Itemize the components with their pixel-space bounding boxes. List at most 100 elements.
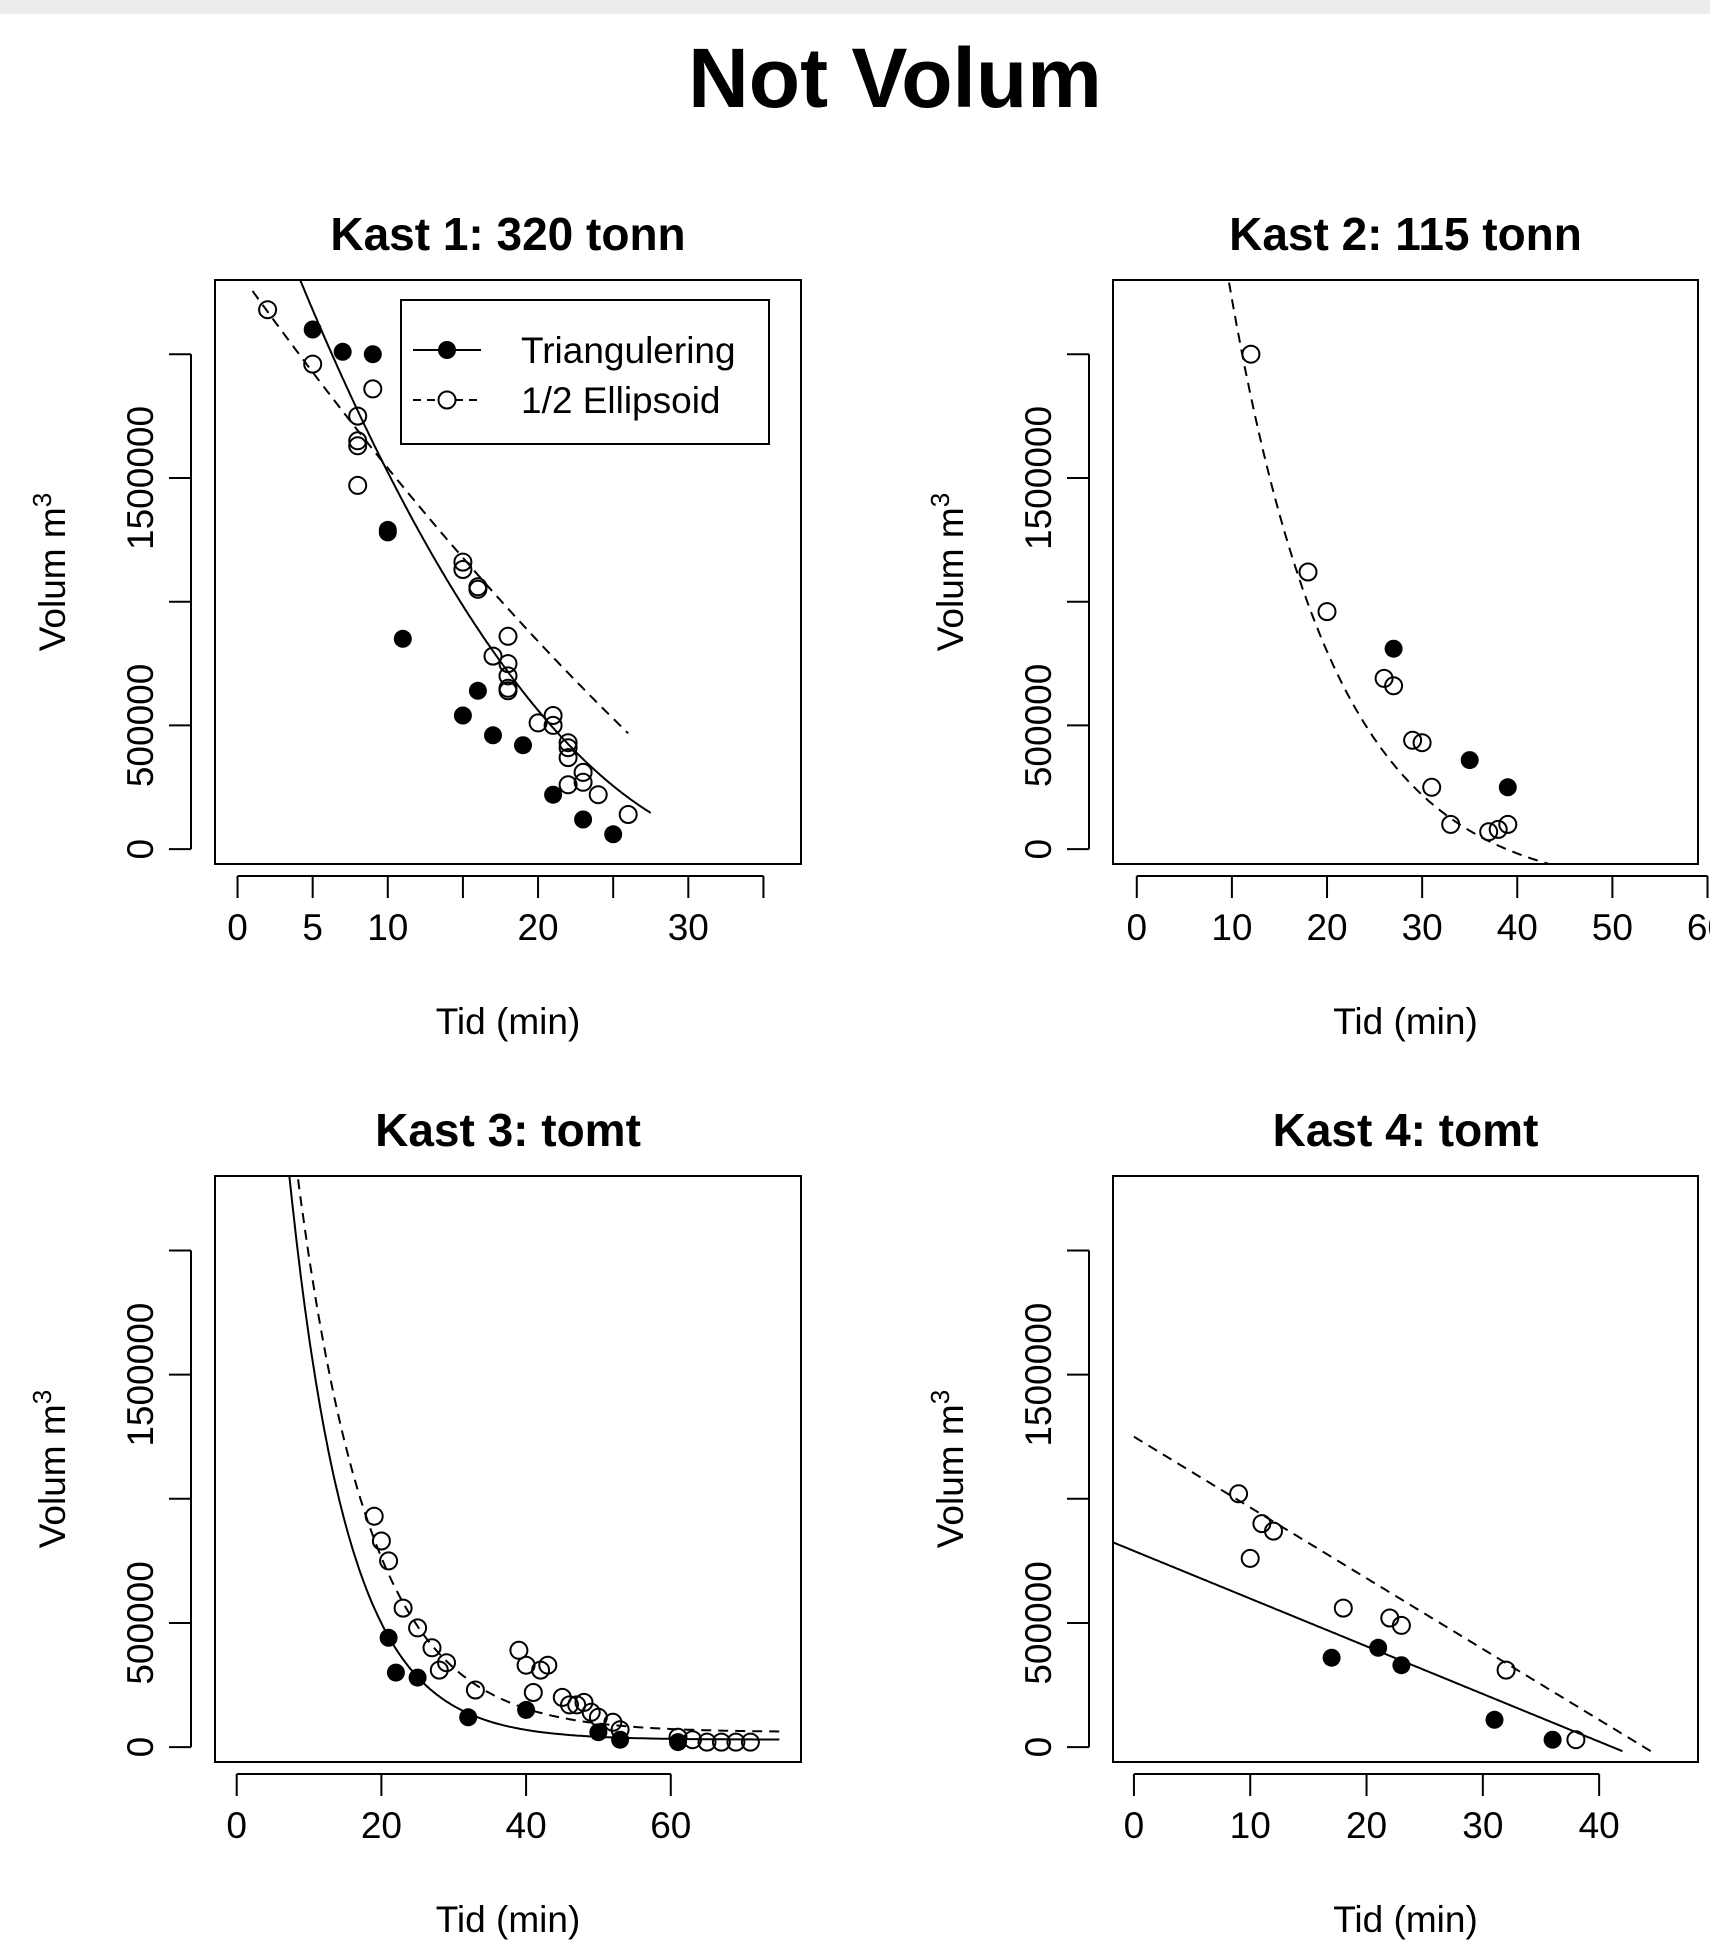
data-point-ellipsoid (1240, 1548, 1260, 1568)
fit-curve-ellipsoid (251, 290, 629, 735)
data-point-ellipsoid (498, 681, 518, 701)
legend-marker-filled (438, 341, 456, 359)
data-point-ellipsoid (379, 1551, 399, 1571)
data-point-ellipsoid (468, 579, 488, 599)
data-point-ellipsoid (740, 1732, 760, 1752)
data-point-ellipsoid (683, 1730, 702, 1750)
y-tick-label: 1500000 (120, 406, 161, 550)
panel-title: Kast 3: tomt (375, 1104, 641, 1156)
fit-curves (1227, 280, 1554, 864)
x-tick-label: 10 (1230, 1805, 1271, 1846)
data-point-ellipsoid (437, 1653, 456, 1673)
y-tick-label: 500000 (120, 1561, 161, 1684)
x-axis: 0 10 20 30 40 (1124, 1773, 1620, 1846)
data-point-ellipsoid (610, 1720, 630, 1740)
data-point-ellipsoid (573, 772, 593, 792)
x-tick-label: 0 (226, 1805, 247, 1846)
y-tick-label: 500000 (1018, 1561, 1059, 1684)
x-tick-label: 0 (227, 907, 248, 948)
data-point-ellipsoid (1374, 668, 1394, 688)
data-point-ellipsoid (1566, 1730, 1586, 1750)
data-point-ellipsoid (726, 1732, 746, 1752)
fit-curve-triangulering (288, 1176, 780, 1741)
data-point-ellipsoid (363, 379, 383, 399)
data-point-triangulering (1384, 639, 1403, 658)
y-tick-label: 0 (120, 839, 161, 860)
x-axis-label: Tid (min) (1333, 1899, 1478, 1940)
series-ellipsoid (258, 300, 638, 824)
top-band (0, 0, 1710, 14)
data-point-ellipsoid (1422, 777, 1442, 797)
y-tick-label: 0 (1018, 839, 1059, 860)
data-point-ellipsoid (498, 626, 518, 646)
fit-curves (1113, 1435, 1653, 1753)
x-axis-label: Tid (min) (1333, 1001, 1478, 1042)
x-tick-label: 50 (1592, 907, 1633, 948)
data-point-ellipsoid (465, 1680, 485, 1700)
x-tick-label: 30 (668, 907, 709, 948)
data-point-ellipsoid (371, 1531, 391, 1551)
data-point-triangulering (333, 342, 352, 361)
y-tick-label: 1500000 (120, 1303, 161, 1447)
data-point-ellipsoid (1403, 730, 1423, 750)
data-point-triangulering (517, 1700, 536, 1719)
data-point-ellipsoid (1488, 819, 1508, 839)
data-point-ellipsoid (711, 1732, 731, 1752)
data-point-ellipsoid (1498, 814, 1518, 834)
data-point-ellipsoid (498, 666, 518, 686)
y-axis-label: Volum m3 (27, 493, 73, 651)
fit-curve-triangulering (299, 280, 652, 814)
x-tick-label: 20 (361, 1805, 402, 1846)
data-point-triangulering (378, 523, 397, 542)
data-point-ellipsoid (422, 1638, 442, 1658)
x-tick-label: 20 (517, 907, 558, 948)
data-point-ellipsoid (509, 1640, 529, 1660)
series-ellipsoid (1229, 1484, 1586, 1750)
y-axis-label-superscript: 3 (925, 1390, 955, 1404)
data-point-ellipsoid (408, 1618, 428, 1638)
fit-curve-ellipsoid (1227, 280, 1554, 864)
y-axis-label: Volum m3 (925, 1390, 971, 1548)
data-point-ellipsoid (364, 1506, 384, 1526)
legend-marker-open (437, 390, 457, 410)
y-axis-label-text: Volum m (930, 507, 971, 651)
legend-box (400, 299, 770, 445)
data-point-ellipsoid (1441, 814, 1461, 834)
y-tick-label: 0 (1018, 1737, 1059, 1758)
y-axis: 0 500000 1500000 (120, 1249, 192, 1758)
y-tick-label: 0 (120, 1737, 161, 1758)
fit-curve-ellipsoid (1133, 1435, 1653, 1753)
data-point-ellipsoid (543, 715, 563, 735)
data-point-ellipsoid (523, 1683, 543, 1702)
data-point-ellipsoid (1412, 733, 1432, 753)
data-point-ellipsoid (588, 785, 608, 805)
data-point-triangulering (393, 629, 412, 648)
legend: Triangulering 1/2 Ellipsoid (400, 299, 770, 445)
data-point-triangulering (1485, 1710, 1504, 1729)
data-point-ellipsoid (498, 654, 518, 674)
plot-frame (214, 1175, 802, 1763)
x-tick-label: 30 (1402, 907, 1443, 948)
data-point-ellipsoid (1333, 1598, 1353, 1618)
data-point-triangulering (303, 320, 322, 339)
y-axis-label-text: Volum m (32, 1404, 73, 1548)
data-point-ellipsoid (668, 1727, 688, 1747)
data-point-ellipsoid (618, 805, 638, 824)
legend-label: 1/2 Ellipsoid (521, 380, 721, 421)
data-point-ellipsoid (453, 560, 473, 579)
y-tick-label: 1500000 (1018, 1303, 1059, 1447)
data-point-ellipsoid (1298, 562, 1318, 582)
x-tick-label: 60 (650, 1805, 691, 1846)
data-point-ellipsoid (483, 646, 503, 666)
data-point-triangulering (468, 681, 487, 700)
data-point-triangulering (386, 1663, 405, 1682)
data-point-triangulering (669, 1733, 687, 1752)
data-point-ellipsoid (453, 552, 473, 572)
plot-frame (1112, 279, 1699, 865)
x-tick-label: 10 (1211, 907, 1252, 948)
data-point-triangulering (379, 1628, 398, 1647)
